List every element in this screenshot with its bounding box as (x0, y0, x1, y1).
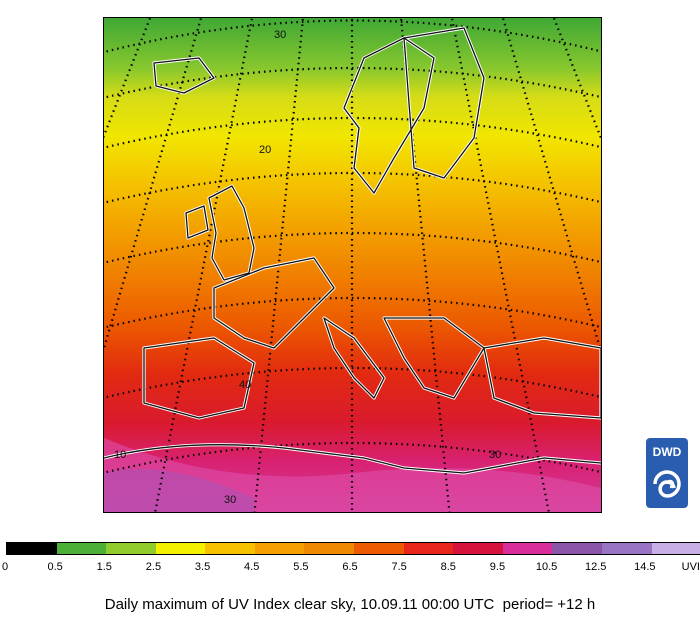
grid-label: 30 (224, 494, 236, 506)
colorbar-labels: 0 0.5 1.5 2.5 3.5 4.5 5.5 6.5 7.5 8.5 9.5 10.5 12.5 1… (0, 561, 700, 577)
colorbar-label: UVI (681, 561, 700, 573)
coastlines (104, 27, 601, 474)
colorbar-label: 7.5 (391, 561, 407, 573)
colorbar-segment (254, 543, 305, 554)
colorbar-segment (56, 543, 107, 554)
colorbar-label: 9.5 (489, 561, 506, 573)
colorbar-label: 14.5 (634, 561, 656, 573)
colorbar-segment (106, 543, 156, 554)
colorbar-label: 4.5 (244, 561, 260, 573)
colorbar-segment (651, 543, 700, 554)
grid-label: 40 (239, 379, 251, 391)
colorbar-label: 10.5 (535, 561, 558, 573)
colorbar-label: 0 (1, 561, 9, 573)
colorbar-segment (403, 543, 454, 554)
colorbar-segment (7, 543, 57, 554)
colorbar-label: 12.5 (584, 561, 607, 573)
colorbar-segment (155, 543, 206, 554)
colorbar-label: 8.5 (440, 561, 456, 573)
colorbar-label: 0.5 (47, 561, 63, 573)
uv-index-map: 30 20 40 30 30 10 (103, 17, 602, 513)
colorbar-segment (304, 543, 355, 554)
colorbar-label: 3.5 (194, 561, 211, 573)
uv-very-high-zone (104, 468, 254, 512)
grid-label: 30 (274, 29, 286, 41)
colorbar-segment (453, 543, 503, 554)
grid-label: 30 (489, 449, 501, 461)
colorbar-segment (552, 543, 602, 554)
colorbar-label: 6.5 (342, 561, 358, 573)
colorbar-segment (502, 543, 553, 554)
map-caption: Daily maximum of UV Index clear sky, 10.… (104, 596, 596, 613)
colorbar-segment (205, 543, 255, 554)
uv-field (104, 18, 601, 512)
uv-colorbar (6, 542, 700, 555)
dwd-logo: DWD (643, 438, 691, 510)
colorbar-label: 2.5 (145, 561, 162, 573)
map-canvas: 30 20 40 30 30 10 (104, 18, 601, 512)
colorbar-label: 5.5 (293, 561, 309, 573)
dwd-logo-graphic: DWD (646, 438, 688, 508)
graticule-labels: 30 20 40 30 30 10 (114, 29, 501, 506)
colorbar-segment (354, 543, 404, 554)
colorbar-label: 1.5 (96, 561, 112, 573)
grid-label: 10 (114, 449, 126, 461)
logo-text: DWD (653, 445, 682, 459)
grid-label: 20 (259, 144, 271, 156)
colorbar-segment (601, 543, 652, 554)
